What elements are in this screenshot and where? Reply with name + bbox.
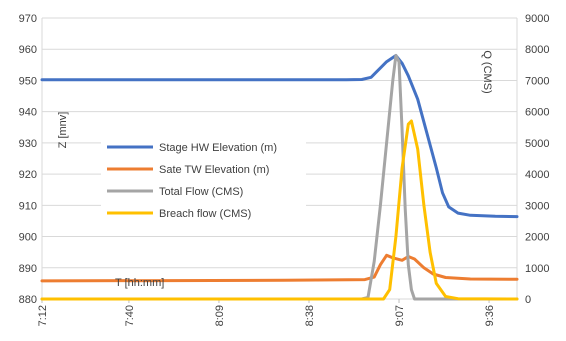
x-tick-label: 9:36	[484, 305, 496, 326]
axis-labels: Z [mnv] Q (CMS) T [hh:mm]	[57, 50, 493, 289]
y-tick-label: 890	[19, 263, 37, 275]
legend: Stage HW Elevation (m) Sate TW Elevation …	[101, 135, 306, 227]
series-line-2	[40, 253, 519, 283]
legend-label: Total Flow (CMS)	[159, 186, 243, 198]
y-axis-label: Z [mnv]	[57, 112, 69, 149]
x-tick-label: 8:09	[214, 305, 226, 326]
y-tick-label: 920	[19, 169, 37, 181]
series-line-1	[40, 54, 519, 219]
x-tick-label: 7:12	[37, 305, 49, 326]
x-tick-label: 7:40	[124, 305, 136, 326]
x-axis-label: T [hh:mm]	[115, 277, 164, 289]
series-line-3	[40, 54, 519, 301]
x-tick-label: 8:38	[304, 305, 316, 326]
y-tick-label: 940	[19, 107, 37, 119]
y-tick-label: 950	[19, 75, 37, 87]
legend-label: Sate TW Elevation (m)	[159, 164, 269, 176]
y2-tick-label: 1000	[525, 263, 549, 275]
y2-tick-label: 8000	[525, 44, 549, 56]
y2-tick-label: 6000	[525, 107, 549, 119]
y2-tick-label: 7000	[525, 75, 549, 87]
y2-axis-label: Q (CMS)	[481, 50, 493, 93]
series-lines	[40, 54, 519, 301]
y-tick-label: 910	[19, 200, 37, 212]
y2-tick-label: 0	[525, 294, 531, 306]
legend-label: Breach flow (CMS)	[159, 208, 251, 220]
y2-tick-label: 2000	[525, 232, 549, 244]
legend-label: Stage HW Elevation (m)	[159, 142, 277, 154]
y-tick-label: 880	[19, 294, 37, 306]
y-tick-label: 970	[19, 13, 37, 25]
x-tick-label: 9:07	[394, 305, 406, 326]
y-tick-label: 930	[19, 138, 37, 150]
series-line-4	[40, 119, 519, 301]
y2-tick-label: 3000	[525, 200, 549, 212]
y-tick-label: 960	[19, 44, 37, 56]
y-tick-label: 900	[19, 232, 37, 244]
axes: 880 890 900 910 920 930 940 950 960 970 0 1000 2000 3…	[19, 13, 550, 326]
y2-tick-label: 9000	[525, 13, 549, 25]
y2-tick-label: 4000	[525, 169, 549, 181]
y2-tick-label: 5000	[525, 138, 549, 150]
